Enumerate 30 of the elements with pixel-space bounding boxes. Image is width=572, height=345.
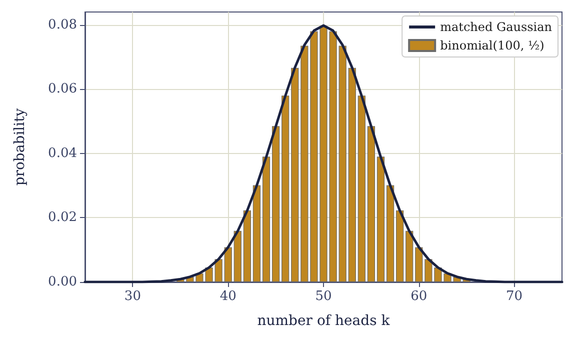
y-tick-label: 0.08 (48, 17, 77, 32)
x-tick-label: 30 (124, 289, 141, 304)
bar (282, 96, 290, 282)
y-axis-title: probability (12, 108, 28, 186)
y-tick-label: 0.04 (48, 146, 77, 161)
bar (252, 185, 261, 282)
x-tick-label: 70 (506, 289, 523, 304)
bar (348, 68, 356, 282)
y-tick-label: 0.02 (48, 210, 77, 226)
x-tick-label: 50 (315, 289, 332, 304)
bar (415, 247, 423, 282)
bar (262, 156, 270, 282)
legend-label: matched Gaussian (440, 20, 552, 34)
bar (272, 126, 280, 282)
x-tick-label: 60 (410, 289, 428, 304)
bar (243, 210, 251, 282)
y-tick-label: 0.06 (48, 82, 77, 97)
bar (367, 126, 376, 282)
x-axis-title: number of heads k (257, 313, 390, 329)
legend-label: binomial(100, ½) (440, 38, 544, 52)
bar (358, 96, 366, 282)
bar (406, 230, 414, 282)
bar (291, 68, 299, 282)
y-tick-label: 0.00 (48, 274, 77, 290)
bar (376, 156, 385, 282)
bar (386, 185, 394, 282)
bar (234, 230, 242, 282)
bar (224, 247, 232, 282)
x-tick-label: 40 (220, 289, 236, 304)
bar (396, 210, 404, 282)
